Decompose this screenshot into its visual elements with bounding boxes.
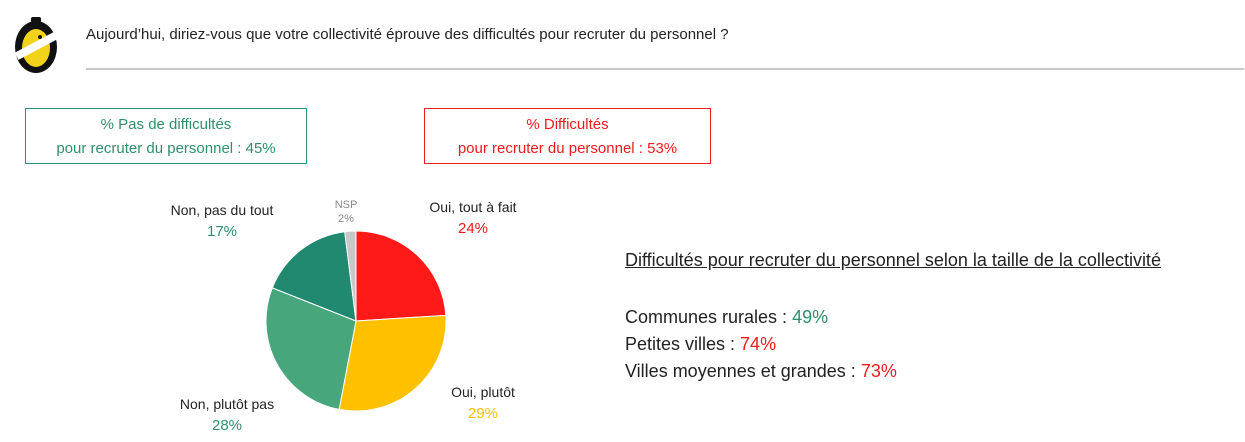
size-row-villes-moyennes-grandes: Villes moyennes et grandes : 73% (625, 361, 897, 382)
slice-label-non-plutot-pas: Non, plutôt pas 28% (162, 393, 292, 437)
no-difficulty-summary-box: % Pas de difficultés pour recruter du pe… (25, 108, 307, 164)
slice-value: 24% (457, 220, 489, 237)
size-row-value: 74% (740, 334, 777, 354)
slice-label-oui-tout-a-fait: Oui, tout à fait 24% (408, 196, 538, 240)
slice-name: Non, pas du tout (170, 202, 274, 218)
difficulty-value: pour recruter du personnel : 53% (457, 140, 678, 157)
slice-value: 2% (338, 213, 354, 225)
question-text: Aujourd’hui, diriez-vous que votre colle… (86, 26, 729, 43)
size-row-label: Villes moyennes et grandes : (625, 361, 861, 381)
pie-slice-oui-plut-t (338, 314, 447, 412)
slice-value: 29% (467, 405, 499, 422)
slice-label-nsp: NSP 2% (326, 198, 366, 226)
slice-label-non-pas-du-tout: Non, pas du tout 17% (152, 199, 292, 243)
pie-slice-oui-tout-fait (355, 230, 447, 322)
no-difficulty-value: pour recruter du personnel : 45% (56, 140, 276, 157)
slice-name: NSP (334, 199, 358, 211)
brand-logo-icon (14, 17, 58, 73)
size-row-value: 49% (792, 307, 829, 327)
slice-label-oui-plutot: Oui, plutôt 29% (433, 381, 533, 425)
size-row-petites-villes: Petites villes : 74% (625, 334, 776, 355)
slice-name: Oui, tout à fait (429, 199, 517, 215)
size-row-label: Communes rurales : (625, 307, 793, 327)
no-difficulty-title: % Pas de difficultés (100, 116, 232, 133)
slice-name: Non, plutôt pas (179, 396, 275, 412)
slice-value: 28% (211, 417, 243, 434)
pie-slice-nsp (344, 230, 357, 322)
header-divider (86, 68, 1244, 70)
pie-slice-non-pas-du-tout (271, 231, 357, 322)
difficulty-title: % Difficultés (526, 116, 609, 133)
size-breakdown-title: Difficultés pour recruter du personnel s… (625, 250, 1161, 270)
slice-name: Oui, plutôt (451, 384, 515, 400)
size-row-label: Petites villes : (625, 334, 741, 354)
size-row-value: 73% (860, 361, 897, 381)
size-row-communes-rurales: Communes rurales : 49% (625, 307, 828, 328)
slice-value: 17% (206, 223, 238, 240)
difficulty-summary-box: % Difficultés pour recruter du personnel… (424, 108, 711, 164)
pie-slice-non-plut-t-pas (265, 287, 357, 410)
